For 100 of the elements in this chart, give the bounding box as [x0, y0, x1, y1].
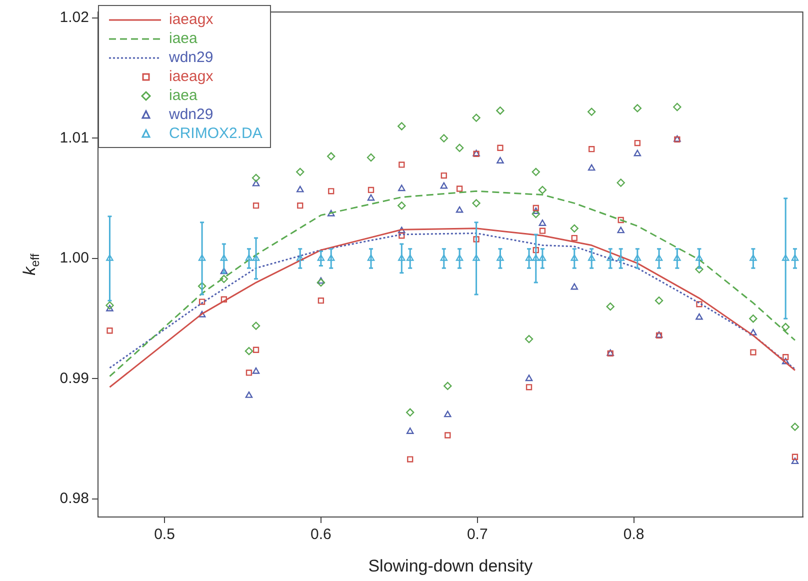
point: [655, 254, 663, 261]
point: [696, 254, 703, 261]
point: [634, 254, 642, 261]
point: [750, 349, 756, 356]
point: [532, 254, 540, 261]
point: [252, 180, 260, 186]
point: [695, 265, 704, 274]
point: [750, 254, 757, 261]
point: [455, 144, 464, 152]
point: [588, 254, 596, 261]
point: [106, 328, 113, 334]
legend-label: wdn29: [169, 105, 214, 124]
point: [496, 254, 504, 261]
point: [472, 254, 480, 261]
y-axis-title: keff: [20, 253, 42, 276]
y-tick-label: 0.98: [60, 490, 89, 508]
point: [526, 384, 532, 390]
point: [398, 184, 406, 192]
point: [570, 283, 578, 290]
point: [634, 150, 642, 156]
point: [782, 358, 790, 364]
x-tick-label: 0.5: [154, 526, 175, 544]
point: [634, 140, 641, 146]
point: [317, 277, 325, 284]
point: [444, 410, 452, 418]
point: [246, 370, 252, 376]
point: [606, 302, 614, 311]
point: [456, 206, 464, 213]
point: [497, 144, 504, 151]
point: [252, 322, 260, 330]
point: [782, 354, 789, 360]
point: [327, 152, 336, 160]
point: [398, 122, 406, 130]
point: [792, 454, 798, 460]
point: [198, 310, 206, 318]
legend-label: CRIMOX2.DA: [169, 124, 262, 143]
point: [252, 202, 260, 209]
point: [570, 224, 578, 233]
point: [538, 254, 546, 261]
point: [496, 106, 504, 115]
point: [790, 422, 800, 431]
point: [220, 274, 228, 284]
point: [473, 236, 480, 242]
point: [532, 246, 539, 254]
x-axis-title: Slowing-down density: [368, 556, 534, 576]
legend-label: iaea: [169, 29, 198, 48]
point: [252, 254, 260, 261]
point: [617, 226, 624, 234]
point: [398, 254, 406, 261]
point: [318, 297, 324, 304]
point: [252, 367, 260, 374]
point: [606, 254, 614, 261]
point: [328, 188, 334, 194]
point: [444, 382, 452, 390]
point: [297, 202, 304, 209]
point: [654, 296, 664, 305]
point: [440, 134, 448, 142]
point: [317, 254, 325, 261]
point: [524, 334, 534, 344]
point: [106, 301, 114, 310]
point: [198, 298, 206, 305]
point: [398, 201, 406, 210]
point: [244, 346, 254, 356]
point: [618, 216, 624, 224]
point: [571, 234, 578, 242]
point: [440, 172, 447, 179]
point: [456, 186, 463, 192]
point: [532, 210, 540, 218]
point: [316, 278, 326, 287]
x-tick-label: 0.7: [466, 526, 488, 544]
point: [220, 254, 228, 261]
point: [472, 199, 480, 208]
point: [368, 186, 374, 194]
point: [444, 432, 451, 438]
point: [296, 186, 304, 192]
point: [296, 168, 304, 176]
point: [538, 186, 547, 194]
point: [532, 168, 540, 176]
y-tick-label: 1.02: [60, 9, 89, 26]
point: [252, 174, 260, 182]
legend-label: iaeagx: [169, 67, 214, 86]
point: [327, 210, 335, 216]
point: [366, 153, 376, 162]
point: [570, 254, 578, 261]
point: [673, 102, 682, 112]
point: [198, 282, 206, 290]
legend-label: wdn29: [169, 48, 214, 67]
point: [367, 254, 375, 261]
point: [406, 408, 414, 416]
legend-label: iaeagx: [169, 10, 214, 29]
point: [791, 254, 799, 261]
point: [106, 304, 114, 312]
y-tick-label: 1.00: [60, 250, 89, 267]
x-tick-label: 0.8: [623, 526, 644, 544]
point: [539, 228, 546, 234]
point: [440, 254, 448, 261]
point: [472, 114, 480, 122]
point: [696, 301, 702, 308]
point: [532, 204, 539, 212]
point: [245, 254, 253, 261]
